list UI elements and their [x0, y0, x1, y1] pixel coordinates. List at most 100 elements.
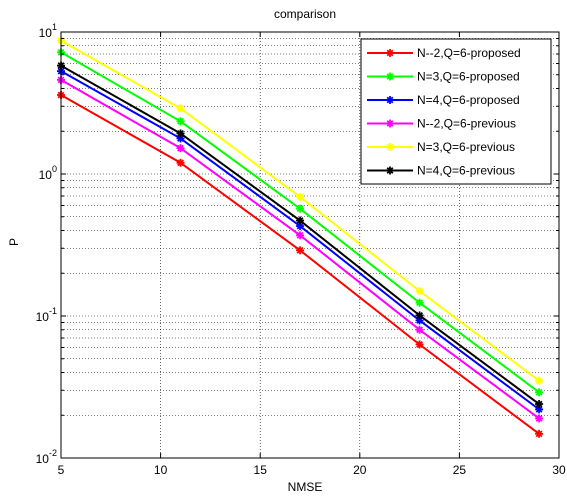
marker-stroke	[296, 217, 304, 224]
series-6	[57, 61, 544, 409]
marker-stroke	[535, 377, 543, 385]
marker-stroke	[386, 49, 394, 57]
marker-stroke	[416, 299, 423, 307]
data-point	[296, 204, 305, 213]
data-point	[296, 231, 305, 240]
legend-label: N=4,Q=6-proposed	[417, 93, 520, 107]
data-point	[386, 72, 394, 81]
y-tick-label: 101	[39, 22, 57, 40]
data-point	[415, 298, 424, 307]
data-point	[535, 414, 544, 423]
data-point	[386, 49, 394, 57]
data-point	[176, 129, 185, 138]
marker-stroke	[416, 341, 423, 348]
series-1	[57, 91, 544, 438]
marker-stroke	[386, 120, 394, 127]
data-point	[386, 96, 394, 104]
y-tick-exponent: 0	[52, 164, 57, 174]
marker-stroke	[177, 104, 184, 112]
legend: N--2,Q=6-proposed N=3,Q=6-proposed N=4,Q=6…	[360, 38, 552, 185]
data-point	[415, 325, 424, 334]
data-point	[176, 104, 185, 113]
marker-stroke	[386, 167, 394, 174]
marker-stroke	[416, 317, 423, 324]
data-point	[176, 117, 185, 126]
legend-label: N=3,Q=6-previous	[417, 140, 515, 154]
y-tick-base: 10	[39, 168, 53, 182]
data-point	[415, 340, 424, 349]
y-tick-exponent: -2	[49, 448, 57, 458]
marker-stroke	[386, 96, 394, 104]
marker-stroke	[296, 205, 304, 213]
x-tick-label: 10	[154, 463, 168, 477]
y-tick-base: 10	[36, 310, 50, 324]
marker-stroke	[296, 193, 304, 201]
legend-label: N=4,Q=6-previous	[417, 164, 515, 178]
marker-stroke	[177, 144, 184, 152]
marker-stroke	[386, 73, 394, 80]
data-point	[535, 400, 544, 409]
data-point	[415, 286, 424, 295]
legend-item: N=4,Q=6-proposed	[367, 93, 520, 107]
legend-label: N--2,Q=6-proposed	[417, 46, 521, 60]
data-point	[296, 216, 305, 225]
x-tick-label: 5	[58, 463, 65, 477]
data-point	[415, 316, 424, 325]
legend-item: N--2,Q=6-previous	[367, 117, 516, 131]
legend-label: N--2,Q=6-previous	[417, 117, 516, 131]
legend-item: N--2,Q=6-proposed	[367, 46, 521, 60]
marker-stroke	[535, 405, 543, 413]
marker-stroke	[535, 430, 543, 438]
marker-stroke	[296, 222, 304, 230]
y-tick-base: 10	[36, 452, 50, 466]
data-point	[386, 119, 394, 128]
data-point	[176, 158, 185, 167]
marker-stroke	[177, 117, 184, 125]
marker-stroke	[177, 130, 184, 137]
marker-stroke	[416, 287, 423, 295]
legend-box	[360, 38, 552, 185]
axes	[60, 31, 560, 459]
data-point	[386, 166, 394, 175]
marker-stroke	[535, 388, 543, 396]
y-tick-label: 10-1	[36, 306, 57, 324]
legend-item: N=3,Q=6-proposed	[367, 70, 520, 84]
y-tick-exponent: -1	[49, 306, 57, 316]
marker-stroke	[535, 414, 543, 422]
data-point	[535, 429, 544, 438]
data-point	[415, 311, 424, 320]
marker-stroke	[386, 143, 394, 151]
y-tick-exponent: 1	[52, 22, 57, 32]
y-tick-label: 10-2	[36, 448, 57, 466]
data-point	[535, 388, 544, 397]
chart-title: comparison	[274, 7, 336, 21]
x-tick-label: 30	[552, 463, 566, 477]
legend-item: N=3,Q=6-previous	[367, 140, 515, 154]
marker-stroke	[535, 400, 543, 408]
plot-frame	[60, 31, 560, 459]
data-point	[296, 246, 305, 255]
y-axis-label: P	[7, 238, 21, 246]
data-point	[176, 144, 185, 153]
marker-stroke	[416, 326, 423, 334]
legend-label: N=3,Q=6-proposed	[417, 70, 520, 84]
series-4	[57, 75, 544, 423]
marker-stroke	[296, 231, 304, 239]
series-group	[57, 36, 544, 438]
x-axis-label: NMSE	[288, 480, 323, 494]
data-point	[535, 376, 544, 385]
legend-item: N=4,Q=6-previous	[367, 164, 515, 178]
data-point	[296, 192, 305, 201]
data-point	[386, 143, 394, 151]
x-tick-label: 25	[453, 463, 467, 477]
marker-stroke	[177, 159, 184, 167]
y-tick-base: 10	[39, 26, 53, 40]
y-tick-label: 100	[39, 164, 57, 182]
x-tick-label: 15	[254, 463, 268, 477]
marker-stroke	[416, 311, 423, 319]
x-tick-label: 20	[353, 463, 367, 477]
marker-stroke	[296, 246, 304, 254]
